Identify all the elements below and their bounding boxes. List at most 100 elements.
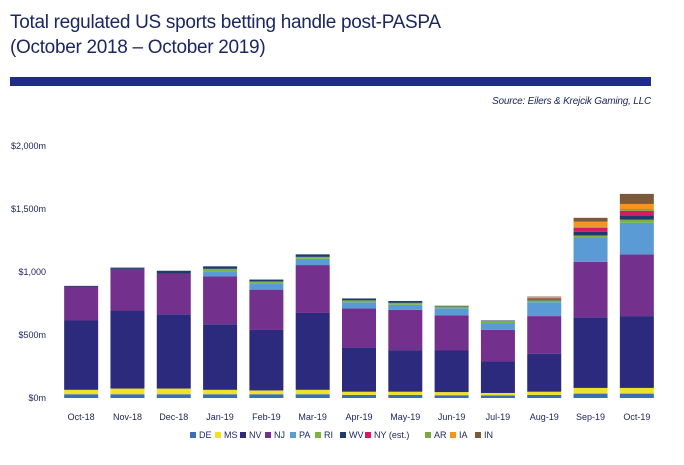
legend-label: IA: [459, 430, 468, 440]
bar-segment: [481, 393, 515, 396]
bar-segment: [296, 254, 330, 257]
bar-segment: [481, 330, 515, 362]
legend-swatch: [425, 432, 431, 438]
legend-item: IN: [475, 430, 493, 440]
bar-segment: [527, 298, 561, 299]
bar-segment: [388, 350, 422, 392]
bar-stack-jul-19: [481, 321, 515, 398]
bar-segment: [574, 394, 608, 398]
y-axis: $0m$500m$1,000$1,500m$2,000m: [11, 141, 46, 403]
bar-segment: [574, 317, 608, 388]
bar-segment: [249, 280, 283, 282]
legend-label: MS: [224, 430, 238, 440]
bar-segment: [481, 361, 515, 393]
bar-segment: [527, 300, 561, 301]
bar-segment: [110, 269, 144, 311]
x-tick-label: Oct-18: [68, 412, 95, 422]
legend-item: PA: [290, 430, 310, 440]
bar-segment: [527, 298, 561, 299]
legend-item: DE: [190, 430, 212, 440]
x-tick-label: Aug-19: [530, 412, 559, 422]
bar-segment: [620, 204, 654, 209]
y-tick-label: $1,500m: [11, 204, 46, 214]
bar-stack-feb-19: [249, 280, 283, 398]
legend-label: NY (est.): [374, 430, 409, 440]
bar-segment: [435, 395, 469, 398]
bar-segment: [110, 389, 144, 395]
bars-group: [64, 194, 654, 398]
bar-segment: [64, 286, 98, 320]
bar-segment: [203, 271, 237, 276]
x-tick-label: Jun-19: [438, 412, 466, 422]
bar-segment: [249, 390, 283, 394]
bar-segment: [249, 283, 283, 289]
bar-segment: [620, 388, 654, 394]
chart-svg: $0m$500m$1,000$1,500m$2,000m Oct-18Nov-1…: [0, 0, 684, 465]
bar-segment: [296, 313, 330, 390]
bar-segment: [157, 274, 191, 314]
x-tick-label: Oct-19: [623, 412, 650, 422]
bar-segment: [574, 232, 608, 236]
bar-segment: [203, 394, 237, 398]
y-tick-label: $2,000m: [11, 141, 46, 151]
bar-segment: [435, 308, 469, 315]
legend-label: DE: [199, 430, 212, 440]
legend-label: WV: [349, 430, 364, 440]
legend-swatch: [475, 432, 481, 438]
bar-segment: [157, 314, 191, 388]
bar-stack-nov-18: [110, 268, 144, 398]
legend-label: AR: [434, 430, 447, 440]
bar-segment: [620, 215, 654, 219]
bar-segment: [620, 194, 654, 204]
bar-segment: [388, 303, 422, 305]
bar-segment: [64, 390, 98, 394]
bar-segment: [481, 323, 515, 330]
bar-segment: [296, 390, 330, 394]
legend-label: PA: [299, 430, 310, 440]
legend-item: AR: [425, 430, 447, 440]
bar-segment: [388, 305, 422, 310]
bar-segment: [110, 394, 144, 398]
legend-swatch: [365, 432, 371, 438]
bar-segment: [574, 228, 608, 232]
bar-segment: [203, 276, 237, 324]
bar-segment: [481, 321, 515, 322]
bar-segment: [574, 235, 608, 238]
bar-segment: [203, 269, 237, 272]
bar-segment: [64, 321, 98, 390]
bar-segment: [574, 218, 608, 222]
x-tick-label: Sep-19: [576, 412, 605, 422]
x-tick-label: Dec-18: [159, 412, 188, 422]
bar-stack-aug-19: [527, 297, 561, 398]
bar-segment: [574, 262, 608, 317]
bar-segment: [388, 392, 422, 395]
legend-swatch: [450, 432, 456, 438]
legend: DEMSNVNJPARIWVNY (est.)ARIAIN: [190, 430, 493, 440]
legend-swatch: [265, 432, 271, 438]
bar-segment: [527, 316, 561, 354]
bar-segment: [296, 394, 330, 398]
bar-segment: [296, 265, 330, 313]
bar-segment: [527, 302, 561, 316]
y-tick-label: $1,000: [18, 267, 46, 277]
bar-stack-jan-19: [203, 266, 237, 398]
legend-item: WV: [340, 430, 364, 440]
bar-stack-sep-19: [574, 218, 608, 398]
bar-segment: [203, 324, 237, 390]
legend-label: RI: [324, 430, 333, 440]
bar-segment: [342, 300, 376, 302]
legend-item: RI: [315, 430, 333, 440]
bar-segment: [620, 223, 654, 255]
bar-segment: [620, 316, 654, 388]
bar-segment: [249, 394, 283, 398]
bar-segment: [435, 306, 469, 307]
bar-segment: [110, 268, 144, 269]
bar-segment: [342, 298, 376, 300]
bar-stack-mar-19: [296, 254, 330, 398]
bar-segment: [249, 281, 283, 283]
x-axis: Oct-18Nov-18Dec-18Jan-19Feb-19Mar-19Apr-…: [68, 412, 651, 422]
x-tick-label: May-19: [390, 412, 420, 422]
bar-stack-dec-18: [157, 271, 191, 398]
bar-segment: [574, 227, 608, 228]
legend-label: IN: [484, 430, 493, 440]
